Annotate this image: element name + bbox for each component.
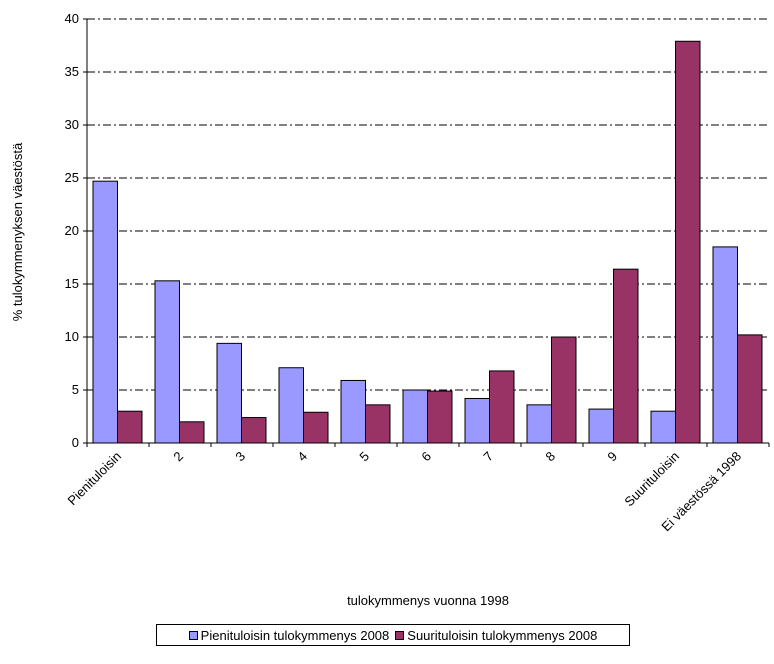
bar-series-1 [402, 389, 428, 444]
legend-item-series-2: Suurituloisin tulokymmenys 2008 [395, 628, 597, 643]
bar-series-2 [179, 421, 205, 444]
bar-series-1 [712, 246, 738, 444]
bar-series-1 [216, 342, 242, 444]
legend-label-series-1: Pienituloisin tulokymmenys 2008 [200, 627, 390, 643]
bar-series-1 [588, 408, 614, 444]
x-tick-label: 3 [232, 449, 248, 465]
bar-series-2 [737, 334, 763, 444]
bar-series-1 [154, 280, 180, 444]
y-tick-label: 20 [65, 223, 79, 238]
x-tick-label: Suurituloisin [621, 449, 682, 510]
y-tick-label: 30 [65, 117, 79, 132]
legend-label-series-2: Suurituloisin tulokymmenys 2008 [407, 627, 598, 643]
bar-series-1 [464, 397, 490, 444]
bar-series-2 [613, 268, 639, 444]
bar-series-1 [526, 404, 552, 444]
x-tick-label: 5 [356, 449, 372, 465]
y-tick-label: 10 [65, 329, 79, 344]
bar-series-1 [340, 379, 366, 444]
y-tick-label: 40 [65, 11, 79, 26]
bars [92, 40, 763, 444]
bar-series-1 [92, 180, 118, 444]
y-tick-labels: 0 5 10 15 20 25 30 35 40 [65, 11, 79, 450]
legend-swatch-series-1 [188, 630, 198, 640]
x-tick-label: 8 [542, 449, 558, 465]
y-tick-label: 0 [72, 435, 79, 450]
bar-series-2 [303, 411, 329, 444]
gridlines [87, 18, 769, 391]
axes [83, 18, 770, 447]
y-tick-label: 35 [65, 64, 79, 79]
x-tick-label: 6 [418, 449, 434, 465]
bar-series-2 [427, 390, 453, 444]
bar-series-1 [650, 410, 676, 444]
x-tick-label: 7 [480, 449, 496, 465]
x-tick-label: 4 [294, 449, 310, 465]
bar-series-2 [489, 370, 515, 444]
bar-series-2 [365, 404, 391, 444]
x-tick-label: 9 [604, 449, 620, 465]
x-tick-label: 2 [170, 449, 186, 465]
x-axis-label: tulokymmenys vuonna 1998 [347, 593, 509, 608]
bar-series-2 [551, 336, 577, 444]
bar-series-2 [117, 410, 143, 444]
bar-series-2 [241, 417, 267, 444]
y-tick-label: 25 [65, 170, 79, 185]
bar-series-2 [675, 40, 701, 444]
x-tick-label: Pienituloisin [64, 449, 124, 509]
legend-item-series-1: Pienituloisin tulokymmenys 2008 [188, 627, 390, 643]
y-tick-label: 5 [72, 382, 79, 397]
legend-swatch-series-2 [395, 630, 405, 640]
y-tick-label: 15 [65, 276, 79, 291]
legend: Pienituloisin tulokymmenys 2008 Suuritul… [156, 624, 630, 646]
y-axis-label: % tulokymmenyksen väestöstä [10, 142, 25, 321]
bar-series-1 [278, 367, 304, 444]
